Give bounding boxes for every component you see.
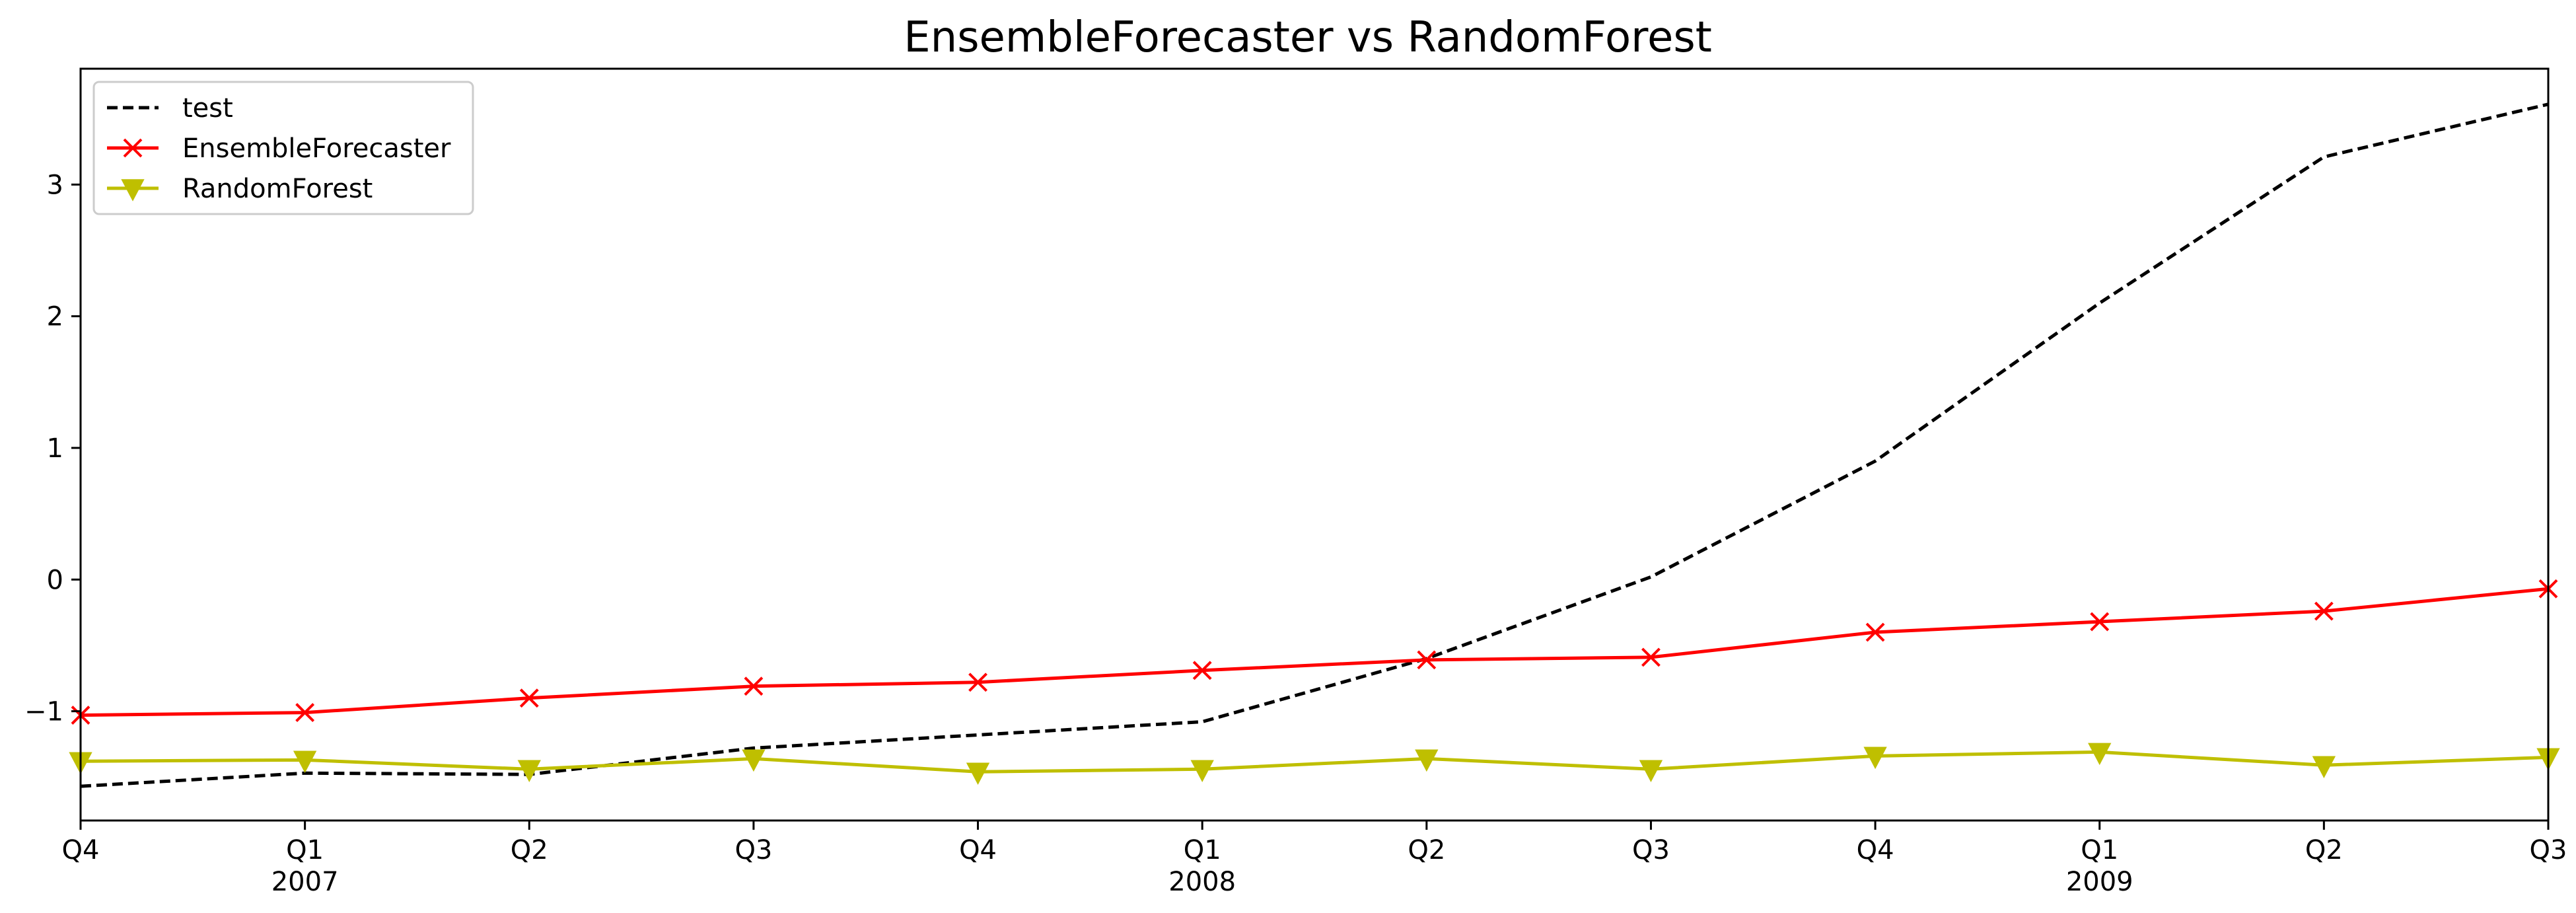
x-year-label: 2008 <box>1168 867 1236 897</box>
data-point-marker <box>1865 622 1885 642</box>
data-point-marker <box>2314 601 2334 621</box>
data-point-marker <box>968 673 987 692</box>
x-tick-label: Q2 <box>2305 835 2343 865</box>
series-line <box>80 750 2549 774</box>
data-point-marker <box>742 749 766 772</box>
data-point-marker <box>295 703 315 722</box>
x-tick-label: Q3 <box>1632 835 1670 865</box>
series-layer <box>69 102 2560 788</box>
legend-entry: RandomForest <box>182 174 373 204</box>
data-point-marker <box>123 138 143 158</box>
legend-entry: test <box>182 93 233 124</box>
data-point-marker <box>293 750 317 774</box>
data-point-marker <box>1417 650 1437 670</box>
x-tick-label: Q4 <box>1857 835 1894 865</box>
y-tick-label: 1 <box>47 433 63 464</box>
data-point-marker <box>1863 747 1887 770</box>
plot-frame <box>79 67 2550 822</box>
y-tick-label: −1 <box>24 697 63 727</box>
data-point-marker <box>2088 743 2112 766</box>
chart-title: EnsembleForecaster vs RandomForest <box>904 13 1712 62</box>
data-point-marker <box>519 688 539 708</box>
data-point-marker <box>966 762 990 785</box>
series-line <box>80 587 2549 717</box>
series-test <box>80 102 2549 788</box>
data-point-marker <box>2090 612 2110 632</box>
series-line <box>80 102 2549 788</box>
legend-box <box>92 81 474 215</box>
data-point-marker <box>1415 749 1439 772</box>
x-year-label: 2009 <box>2066 867 2133 897</box>
data-point-marker <box>1639 760 1663 783</box>
data-point-marker <box>1190 760 1214 783</box>
legend: test EnsembleForecaster RandomForest <box>92 81 474 215</box>
data-point-marker <box>1641 647 1661 667</box>
series-EnsembleForecaster <box>71 579 2558 725</box>
data-point-marker <box>121 179 145 201</box>
x-tick-label: Q3 <box>2530 835 2567 865</box>
data-point-marker <box>517 760 541 783</box>
x-tick-label: Q3 <box>734 835 772 865</box>
data-point-marker <box>1192 661 1212 680</box>
x-tick-label: Q2 <box>1408 835 1445 865</box>
x-tick-label: Q1 <box>2081 835 2118 865</box>
data-point-marker <box>2312 756 2336 779</box>
x-tick-label: Q1 <box>1184 835 1221 865</box>
x-year-label: 2007 <box>271 867 339 897</box>
x-tick-label: Q4 <box>62 835 100 865</box>
x-tick-label: Q4 <box>959 835 997 865</box>
x-tick-label: Q1 <box>286 835 324 865</box>
y-tick-label: 3 <box>47 170 63 200</box>
data-point-marker <box>744 676 764 696</box>
x-tick-label: Q2 <box>511 835 548 865</box>
y-tick-label: 2 <box>47 302 63 332</box>
y-tick-label: 0 <box>47 565 63 595</box>
legend-entry: EnsembleForecaster <box>182 133 451 164</box>
series-RandomForest <box>69 743 2560 785</box>
